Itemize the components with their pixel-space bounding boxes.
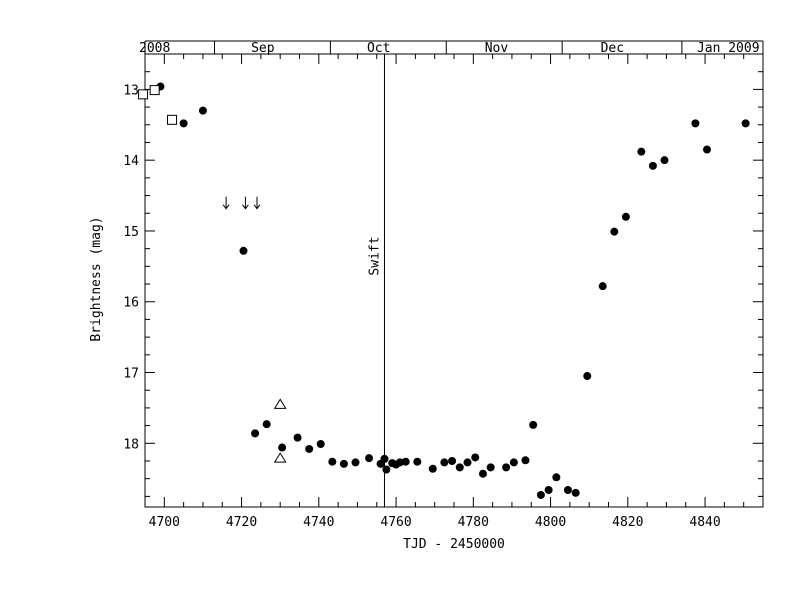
data-point-circle [583,372,592,381]
x-axis-label: TJD - 2450000 [403,537,505,552]
data-point-circle [521,456,530,465]
data-point-circle [351,458,360,467]
x-tick-label: 4780 [458,515,489,530]
x-tick-label: 4840 [689,515,720,530]
data-point-circle [648,161,657,170]
data-point-circle [198,106,207,115]
data-point-circle [536,490,545,499]
data-point-circle [401,457,410,466]
upper-limit-arrow-head [242,204,249,210]
y-tick-label: 16 [123,296,139,311]
x-tick-label: 4720 [226,515,257,530]
x-tick-label: 4820 [612,515,643,530]
data-point-circle [529,420,538,429]
data-point-square [167,114,178,125]
y-tick-label: 13 [123,83,139,98]
data-point-circle [610,227,619,236]
data-point-circle [251,429,260,438]
data-point-circle [278,443,287,452]
data-point-square [138,89,149,100]
data-point-circle [413,457,422,466]
data-point-circle [293,433,302,442]
data-point-circle [741,119,750,128]
data-point-circle [179,119,188,128]
data-point-circle [262,420,271,429]
data-point-circle [637,147,646,156]
data-point-circle [502,463,511,472]
data-point-circle [621,212,630,221]
data-point-circle [339,459,348,468]
data-point-circle [471,453,480,462]
x-tick-label: 4700 [149,515,180,530]
data-point-circle [239,246,248,255]
data-point-circle [428,464,437,473]
data-point-circle [486,463,495,472]
data-point-circle [316,440,325,449]
y-axis-label: Brightness (mag) [89,216,104,341]
data-point-circle [478,469,487,478]
y-tick-label: 17 [123,367,139,382]
data-point-circle [448,456,457,465]
y-tick-label: 18 [123,437,139,452]
data-point-circle [509,458,518,467]
upper-limit-arrow-head [222,204,230,210]
data-point-triangle [273,398,287,409]
x-tick-label: 4740 [303,515,334,530]
data-point-circle [563,486,572,495]
data-point-circle [571,488,580,497]
data-point-circle [305,444,314,453]
y-tick-label: 15 [123,225,139,240]
data-point-circle [395,458,404,467]
month-label: Sep [251,41,275,56]
plot-layer: 4700 4720 4740 4760 4780 4800 4820 4840 13 14 15 16… [123,40,764,530]
data-point-circle [544,486,553,495]
plot-frame [144,53,764,508]
data-point-circle [691,119,700,128]
data-point-circle [702,145,711,154]
month-label: Nov [485,41,509,56]
data-point-circle [440,458,449,467]
data-point-circle [552,473,561,482]
data-point-circle [463,458,472,467]
data-point-circle [382,465,391,474]
x-tick-label: 4800 [535,515,566,530]
data-point-circle [598,282,607,291]
data-point-circle [328,457,337,466]
x-tick-label: 4760 [380,515,411,530]
data-point-circle [455,463,464,472]
swift-label: Swift [367,236,382,275]
month-label: 2008 [139,41,170,56]
data-point-circle [380,454,389,463]
upper-limit-arrow-head [253,204,261,210]
month-label: Dec [601,41,624,56]
data-point-square [149,85,160,96]
y-tick-label: 14 [123,154,139,169]
data-point-circle [660,156,669,165]
data-point-triangle [273,452,287,463]
month-label: Jan 2009 [697,41,760,56]
month-label: Oct [367,41,390,56]
data-point-circle [365,454,374,463]
